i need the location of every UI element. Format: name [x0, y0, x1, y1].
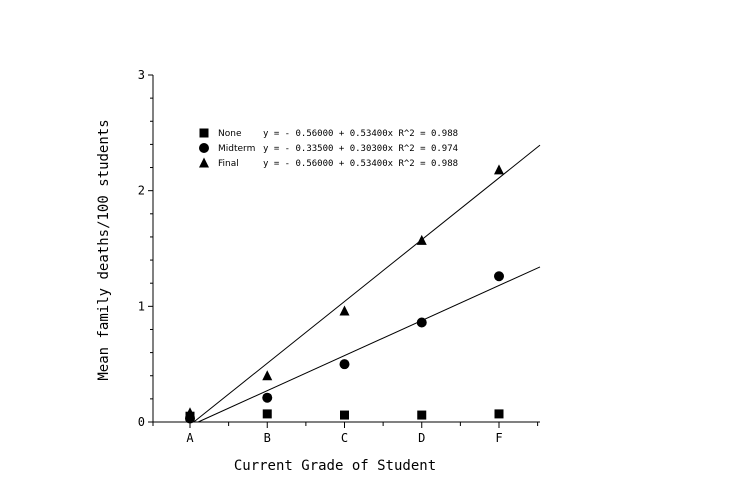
legend-equation: y = - 0.33500 + 0.30300x R^2 = 0.974 — [263, 144, 458, 154]
x-tick-label: A — [186, 431, 194, 445]
point-midterm — [262, 392, 273, 403]
point-final — [185, 407, 195, 418]
point-none — [494, 409, 504, 419]
legend-label: Final — [218, 159, 239, 169]
point-none — [417, 410, 427, 420]
fit-line-midterm — [197, 266, 541, 423]
legend-marker-final — [199, 157, 209, 168]
point-midterm — [494, 271, 504, 282]
point-none — [340, 410, 349, 420]
point-final — [494, 164, 504, 175]
fit-lines — [193, 144, 541, 423]
legend-equation: y = - 0.56000 + 0.53400x R^2 = 0.988 — [263, 129, 458, 139]
point-midterm — [416, 317, 427, 328]
y-tick-label: 1 — [138, 299, 145, 313]
fit-line-final — [193, 144, 541, 423]
legend-marker-none — [199, 128, 209, 138]
y-axis-title: Mean family deaths/100 students — [96, 119, 112, 380]
x-axis-title: Current Grade of Student — [234, 458, 436, 474]
data-points — [185, 164, 504, 424]
legend-marker-midterm — [199, 143, 209, 153]
legend-equation: y = - 0.56000 + 0.53400x R^2 = 0.988 — [263, 159, 458, 169]
axes: 0 1 2 3 A B C D F — [138, 68, 540, 445]
point-final — [339, 305, 350, 316]
point-none — [262, 409, 272, 419]
x-tick-label: D — [418, 431, 425, 445]
point-final — [416, 234, 427, 245]
point-midterm — [339, 359, 350, 370]
legend: None y = - 0.56000 + 0.53400x R^2 = 0.988… — [199, 128, 458, 169]
y-tick-label: 0 — [138, 415, 145, 429]
y-tick-label: 2 — [138, 184, 145, 198]
legend-label: Midterm — [218, 144, 255, 154]
y-tick-label: 3 — [138, 68, 145, 82]
legend-label: None — [218, 129, 242, 139]
x-tick-label: C — [341, 431, 348, 445]
x-tick-label: B — [264, 431, 271, 445]
x-tick-label: F — [495, 431, 502, 445]
point-final — [262, 370, 273, 381]
